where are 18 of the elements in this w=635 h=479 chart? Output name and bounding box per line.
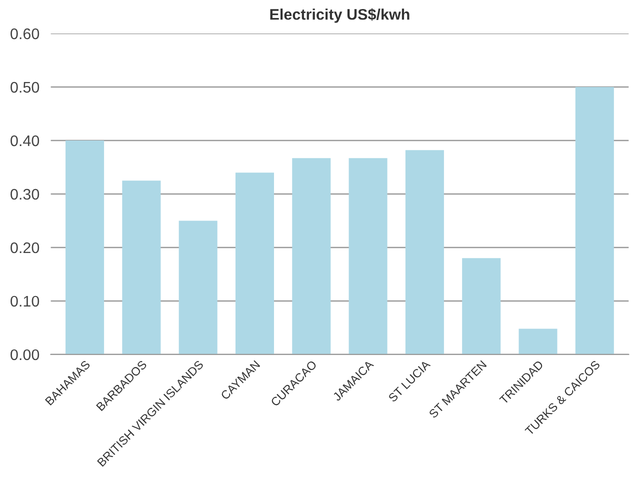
bar	[122, 180, 161, 354]
bar	[518, 328, 558, 354]
y-tick-label: 0.60	[10, 28, 40, 40]
y-tick-label: 0.20	[10, 242, 40, 254]
y-tick-label: 0.00	[10, 349, 40, 360]
bar	[405, 150, 444, 354]
y-tick-label: 0.30	[10, 188, 40, 200]
bar	[575, 87, 614, 354]
y-tick-label: 0.50	[10, 82, 40, 93]
bar	[292, 158, 331, 354]
bar	[462, 258, 501, 354]
bar	[178, 220, 218, 354]
y-tick-label: 0.40	[10, 135, 40, 146]
y-tick-label: 0.10	[10, 296, 40, 307]
bar	[348, 158, 388, 354]
bar	[66, 140, 104, 354]
bar	[235, 172, 274, 354]
chart-title: Electricity US$/kwh	[270, 8, 410, 23]
